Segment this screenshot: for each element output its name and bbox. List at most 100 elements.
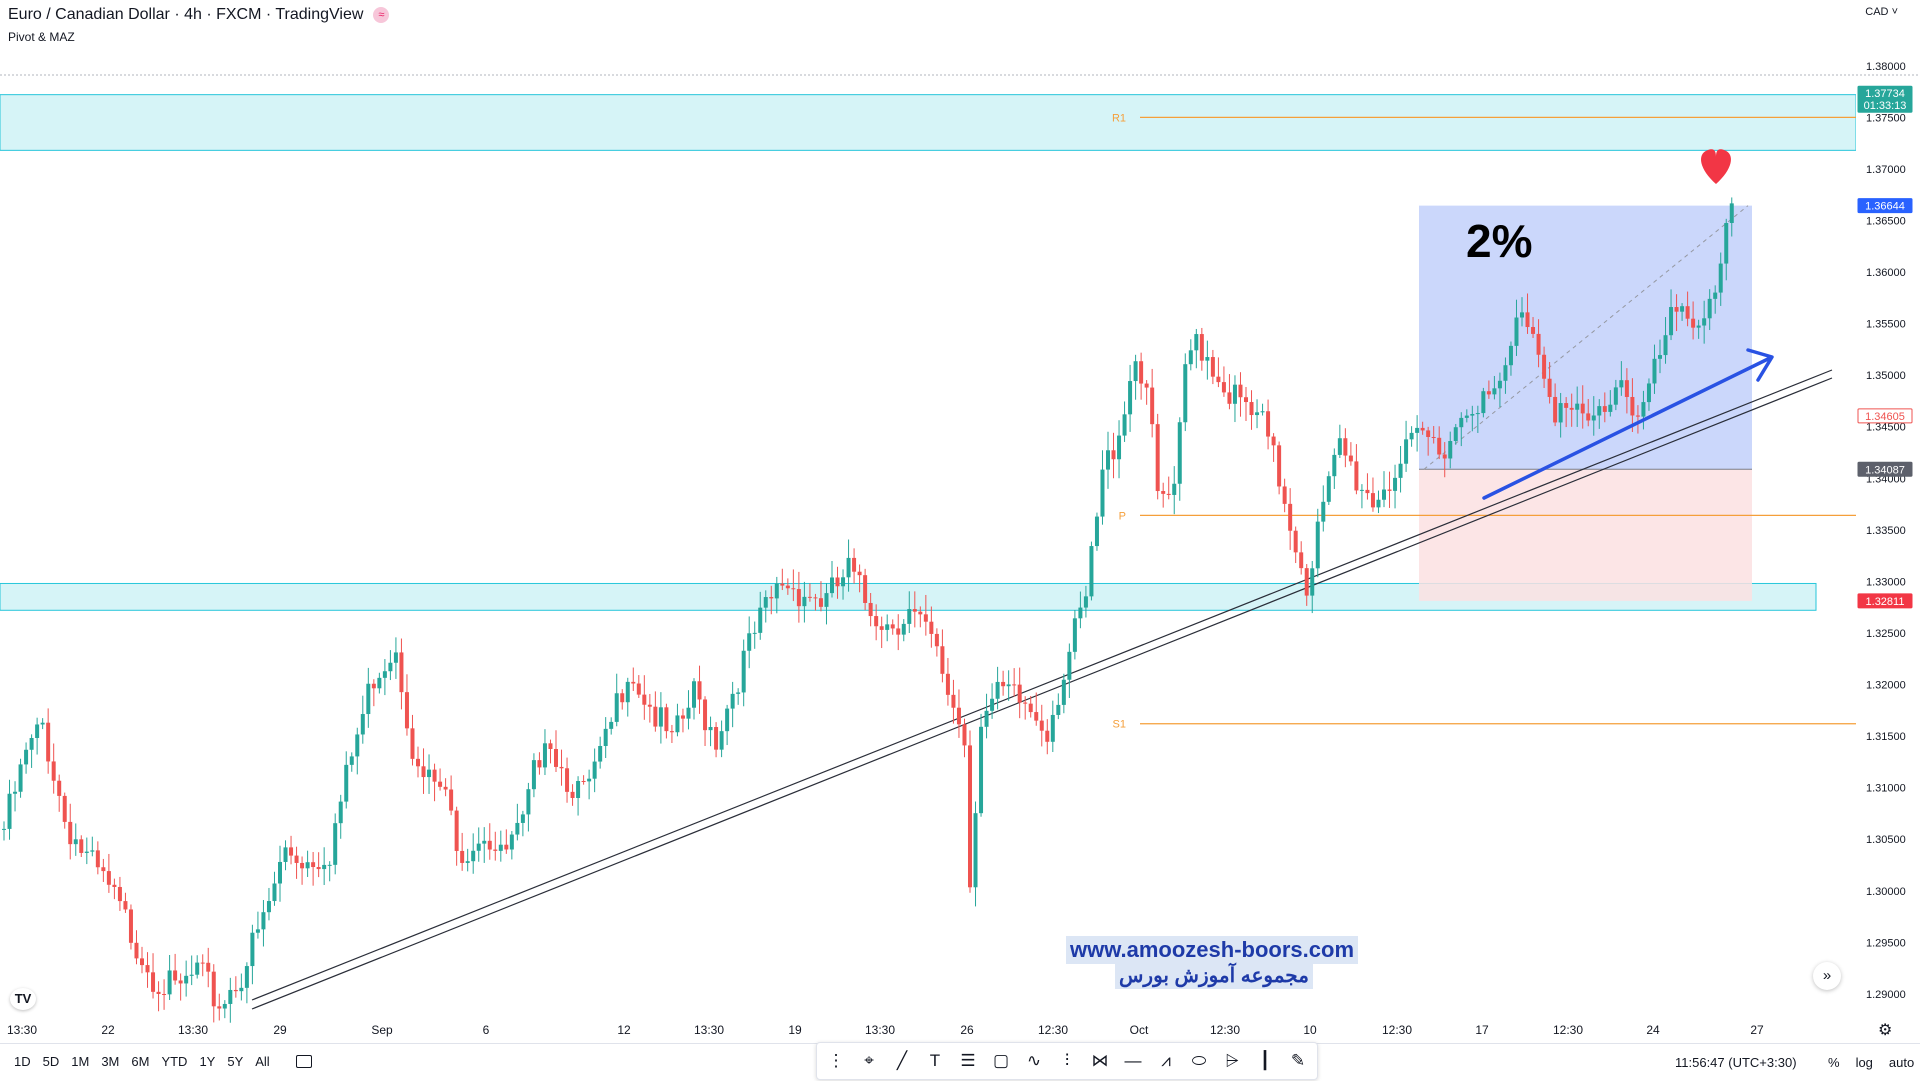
period-3m[interactable]: 3M <box>101 1054 120 1069</box>
candle-body <box>1514 317 1519 346</box>
gear-icon[interactable]: ⚙ <box>1878 1022 1893 1039</box>
calendar-icon[interactable] <box>296 1055 312 1068</box>
candle-body <box>747 633 752 651</box>
candle-body <box>1453 427 1458 441</box>
candle-body <box>1144 383 1149 388</box>
candle-body <box>156 991 161 994</box>
clock[interactable]: 11:56:47 (UTC+3:30) <box>1675 1055 1797 1070</box>
candle-body <box>1542 354 1547 379</box>
marker-icon[interactable]: ┃ <box>1259 1051 1271 1070</box>
candle-body <box>708 726 713 731</box>
stop-zone <box>1419 469 1752 601</box>
candle-body <box>1122 414 1127 436</box>
candle-body <box>1238 384 1243 398</box>
candle-body <box>609 721 614 729</box>
candle-body <box>1663 335 1668 356</box>
scale-option-percent[interactable]: % <box>1828 1055 1840 1070</box>
text-icon[interactable]: T <box>929 1051 941 1070</box>
candle-body <box>945 673 950 695</box>
period-all[interactable]: All <box>255 1054 270 1069</box>
scale-option-log[interactable]: log <box>1855 1055 1873 1070</box>
pattern-icon[interactable]: ⫶ <box>1064 1051 1070 1070</box>
candle-body <box>868 602 873 617</box>
candle-body <box>852 557 857 572</box>
rectangle-icon[interactable]: ▢ <box>992 1051 1010 1070</box>
ellipse-icon[interactable]: ⬭ <box>1191 1051 1207 1070</box>
candle-body <box>923 614 928 622</box>
period-1m[interactable]: 1M <box>71 1054 90 1069</box>
candle-body <box>371 683 376 689</box>
candle-body <box>1652 358 1657 384</box>
candle-body <box>857 571 862 576</box>
candle-body <box>973 813 978 888</box>
candle-body <box>1161 491 1166 494</box>
candle-body <box>1486 391 1491 395</box>
candle-body <box>322 864 327 870</box>
measure-icon[interactable]: ⋈ <box>1091 1051 1109 1070</box>
path-icon[interactable]: ⩘ <box>1161 1051 1171 1070</box>
scale-option-auto[interactable]: auto <box>1888 1055 1915 1070</box>
candle-body <box>1078 607 1083 619</box>
currency-label: CAD <box>1865 6 1889 18</box>
candle-body <box>581 780 586 782</box>
trendline-lower <box>251 377 1833 1010</box>
candle-body <box>1117 435 1122 460</box>
period-5y[interactable]: 5Y <box>227 1054 244 1069</box>
period-1d[interactable]: 1D <box>14 1054 31 1069</box>
candle-body <box>1354 461 1359 491</box>
candle-body <box>830 577 834 594</box>
time-tick: Oct <box>1130 1023 1149 1037</box>
candle-body <box>1255 412 1260 416</box>
period-ytd[interactable]: YTD <box>161 1054 188 1069</box>
candle-body <box>1602 406 1607 412</box>
symbol-title[interactable]: Euro / Canadian Dollar · 4h · FXCM · Tra… <box>8 6 364 23</box>
candle-body <box>625 681 630 703</box>
candle-body <box>1409 432 1414 440</box>
cursor-icon[interactable]: ⌖ <box>864 1051 874 1070</box>
candle-body <box>289 847 294 856</box>
draw-icon[interactable]: ✎ <box>1290 1051 1306 1070</box>
candle-body <box>13 791 18 794</box>
candle-body <box>1072 618 1077 652</box>
price-tick: 1.36000 <box>1866 267 1906 279</box>
indicator-legend[interactable]: Pivot & MAZ <box>8 30 75 44</box>
line-icon[interactable]: — <box>1124 1051 1142 1070</box>
candle-body <box>140 958 144 966</box>
replay-icon[interactable]: ≈ <box>373 7 390 23</box>
time-tick: 19 <box>788 1023 802 1037</box>
candle-body <box>1315 521 1320 569</box>
candle-body <box>1569 407 1574 410</box>
candle-body <box>1646 383 1651 403</box>
period-1y[interactable]: 1Y <box>199 1054 216 1069</box>
candle-body <box>482 840 487 844</box>
period-5d[interactable]: 5D <box>42 1054 60 1069</box>
candle-body <box>1707 298 1712 319</box>
candle-body <box>565 768 570 792</box>
time-tick: 29 <box>273 1023 287 1037</box>
candle-body <box>239 987 244 992</box>
position-tool <box>1419 205 1752 601</box>
price-label-bg <box>1857 85 1913 113</box>
price-tick: 1.30500 <box>1866 834 1906 846</box>
candle-body <box>278 861 282 884</box>
price-label-bg <box>1857 461 1913 477</box>
currency-selector[interactable]: CAD ˅ <box>1865 6 1898 18</box>
candle-body <box>1492 388 1497 395</box>
drag-handle-icon[interactable]: ⋮ <box>827 1051 845 1070</box>
pencil-icon[interactable]: ╱ <box>896 1051 908 1070</box>
period-6m[interactable]: 6M <box>131 1054 150 1069</box>
fib-icon[interactable]: ☰ <box>960 1051 976 1070</box>
candle-body <box>1194 334 1199 351</box>
candle-body <box>951 694 956 708</box>
candle-body <box>697 681 702 700</box>
tradingview-logo[interactable]: TV <box>10 988 36 1010</box>
pitchfork-icon[interactable]: ⩥ <box>1225 1051 1239 1070</box>
time-tick: 13:30 <box>865 1023 895 1037</box>
drawing-toolbar: ⋮ ⌖ ╱ T ☰ ▢ ∿ ⫶ ⋈ — ⩘ ⬭ ⩥ ┃ ✎ <box>816 1042 1318 1080</box>
candle-body <box>95 850 100 868</box>
candle-body <box>1470 414 1475 416</box>
scroll-to-realtime-button[interactable]: » <box>1813 962 1841 990</box>
time-tick: 12 <box>617 1023 631 1037</box>
brush-icon[interactable]: ∿ <box>1026 1051 1042 1070</box>
